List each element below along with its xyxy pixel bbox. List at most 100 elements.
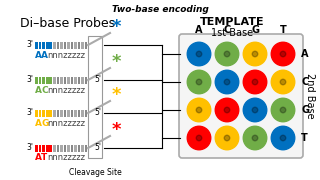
Bar <box>39 76 42 84</box>
Bar <box>53 109 56 116</box>
Bar <box>60 145 63 152</box>
Circle shape <box>280 135 286 141</box>
Circle shape <box>252 135 258 141</box>
Text: 5': 5' <box>94 75 101 84</box>
Bar <box>70 109 73 116</box>
Bar <box>84 76 87 84</box>
Bar <box>42 76 45 84</box>
Text: 3': 3' <box>26 39 33 48</box>
Text: Di–base Probes: Di–base Probes <box>20 17 116 30</box>
Bar <box>84 42 87 48</box>
Circle shape <box>215 126 239 150</box>
Circle shape <box>280 51 286 57</box>
Text: 2nd Base: 2nd Base <box>305 73 315 119</box>
Bar <box>53 76 56 84</box>
Circle shape <box>224 79 230 85</box>
Bar <box>60 42 63 48</box>
Bar <box>49 145 52 152</box>
Circle shape <box>196 51 202 57</box>
Circle shape <box>271 42 295 66</box>
Bar <box>67 42 70 48</box>
Bar <box>63 42 66 48</box>
Text: T: T <box>41 154 47 163</box>
Bar <box>81 109 84 116</box>
Bar <box>81 42 84 48</box>
Bar <box>74 145 77 152</box>
Text: C: C <box>223 25 231 35</box>
Circle shape <box>215 42 239 66</box>
Text: nnnzzzzz: nnnzzzzz <box>47 118 85 127</box>
Bar <box>35 42 38 48</box>
Circle shape <box>243 126 267 150</box>
Text: A: A <box>35 118 42 127</box>
Bar <box>46 109 49 116</box>
Bar <box>39 109 42 116</box>
Text: A: A <box>35 86 42 94</box>
Bar <box>57 109 59 116</box>
Circle shape <box>187 42 211 66</box>
Bar <box>39 42 42 48</box>
Text: nnnzzzzz: nnnzzzzz <box>47 86 85 94</box>
Bar <box>81 76 84 84</box>
Bar <box>42 145 45 152</box>
Text: Two-base encoding: Two-base encoding <box>112 5 208 14</box>
Text: nnnzzzzz: nnnzzzzz <box>47 51 85 60</box>
Bar <box>70 76 73 84</box>
Text: A: A <box>41 51 48 60</box>
Bar <box>84 145 87 152</box>
Bar <box>70 145 73 152</box>
Bar <box>46 145 49 152</box>
Text: *: * <box>111 121 121 139</box>
Bar <box>67 145 70 152</box>
Text: *: * <box>111 86 121 104</box>
Text: C: C <box>41 86 48 94</box>
Bar <box>60 109 63 116</box>
Bar <box>74 109 77 116</box>
Text: 5': 5' <box>94 143 101 152</box>
Text: G: G <box>251 25 259 35</box>
Circle shape <box>243 70 267 94</box>
Bar <box>49 42 52 48</box>
Bar <box>42 42 45 48</box>
Bar <box>57 145 59 152</box>
Circle shape <box>187 126 211 150</box>
Bar <box>35 109 38 116</box>
Bar <box>67 109 70 116</box>
Bar <box>77 76 80 84</box>
Bar <box>63 145 66 152</box>
Text: A: A <box>301 49 308 59</box>
Circle shape <box>224 51 230 57</box>
FancyBboxPatch shape <box>179 34 303 158</box>
Circle shape <box>243 42 267 66</box>
Text: A: A <box>35 51 42 60</box>
Circle shape <box>252 107 258 113</box>
Bar <box>42 109 45 116</box>
Text: C: C <box>301 77 308 87</box>
Circle shape <box>224 135 230 141</box>
Bar <box>63 109 66 116</box>
Bar <box>63 76 66 84</box>
Circle shape <box>187 98 211 122</box>
Text: T: T <box>301 133 308 143</box>
Text: G: G <box>301 105 309 115</box>
Bar <box>35 145 38 152</box>
Text: *: * <box>111 18 121 36</box>
Bar <box>77 109 80 116</box>
Circle shape <box>215 98 239 122</box>
Circle shape <box>252 79 258 85</box>
Bar <box>46 42 49 48</box>
Text: 5': 5' <box>94 107 101 116</box>
Circle shape <box>187 70 211 94</box>
Bar <box>77 42 80 48</box>
Text: nnnzzzzz: nnnzzzzz <box>47 154 85 163</box>
Bar <box>57 76 59 84</box>
Bar <box>60 76 63 84</box>
Text: A: A <box>35 154 42 163</box>
Bar <box>46 76 49 84</box>
Text: *: * <box>111 53 121 71</box>
Bar <box>77 145 80 152</box>
Bar <box>74 42 77 48</box>
Bar <box>57 42 59 48</box>
Circle shape <box>196 79 202 85</box>
Text: 3': 3' <box>26 143 33 152</box>
